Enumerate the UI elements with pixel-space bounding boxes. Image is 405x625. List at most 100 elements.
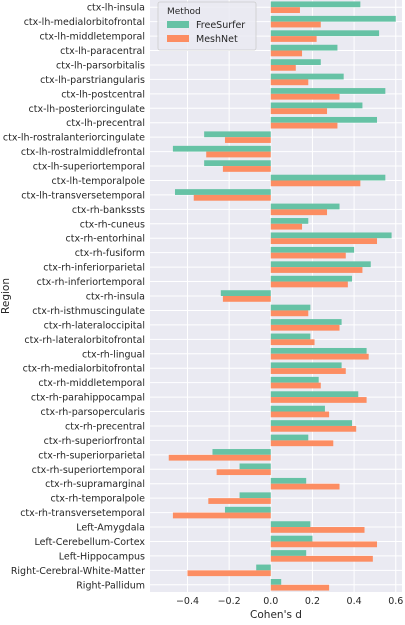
- bar-meshnet: [270, 238, 378, 245]
- bar-freesurfer: [270, 232, 392, 239]
- bar-meshnet: [270, 440, 334, 447]
- bar-freesurfer: [270, 347, 367, 354]
- bar-meshnet: [270, 50, 303, 57]
- bar-meshnet: [270, 108, 328, 115]
- bar-freesurfer: [270, 550, 307, 556]
- y-tick-label: ctx-lh-parsorbitalis: [56, 60, 145, 71]
- y-tick-label: ctx-rh-inferiorparietal: [43, 263, 145, 274]
- bar-freesurfer: [220, 290, 271, 296]
- bar-meshnet: [270, 79, 309, 86]
- y-tick-label: ctx-rh-cuneus: [80, 219, 145, 230]
- bar-meshnet: [270, 555, 373, 562]
- y-tick-label: ctx-rh-lateralorbitofrontal: [24, 335, 145, 346]
- bar-freesurfer: [270, 362, 342, 369]
- y-tick-label: ctx-lh-superiortemporal: [33, 162, 145, 173]
- bar-meshnet: [187, 570, 271, 577]
- bar-meshnet: [270, 425, 357, 432]
- bar-meshnet: [270, 382, 321, 389]
- bar-meshnet: [222, 296, 271, 302]
- bar-meshnet: [270, 541, 378, 548]
- bar-meshnet: [270, 64, 296, 71]
- bar-freesurfer: [270, 304, 311, 311]
- bar-meshnet: [193, 194, 271, 201]
- x-tick-label: −0.4: [176, 596, 199, 607]
- y-tick-label: ctx-lh-postcentral: [61, 89, 145, 100]
- bar-meshnet: [206, 151, 271, 158]
- bar-meshnet: [216, 469, 271, 476]
- x-tick-label: 0.6: [388, 596, 403, 607]
- y-tick-label: ctx-lh-middletemporal: [39, 32, 145, 43]
- y-tick-label: ctx-lh-paracentral: [60, 46, 145, 57]
- y-tick-label: ctx-rh-superiorfrontal: [44, 436, 145, 447]
- x-axis-label: Cohen's d: [250, 609, 302, 621]
- bar-freesurfer: [270, 579, 282, 585]
- bar-meshnet: [222, 166, 271, 172]
- y-tick-label: ctx-lh-precentral: [66, 118, 145, 129]
- bar-meshnet: [270, 411, 330, 418]
- bar-freesurfer: [270, 535, 313, 542]
- bar-freesurfer: [270, 275, 353, 282]
- y-tick-label: ctx-rh-isthmuscingulate: [32, 306, 145, 317]
- y-tick-label: ctx-rh-parahippocampal: [31, 393, 145, 404]
- bar-meshnet: [270, 209, 328, 216]
- bar-meshnet: [270, 527, 365, 533]
- y-tick-label: ctx-rh-superiorparietal: [38, 450, 145, 461]
- legend-label-meshnet: MeshNet: [196, 34, 238, 45]
- bar-meshnet: [270, 368, 346, 374]
- bar-freesurfer: [270, 88, 386, 94]
- bar-meshnet: [270, 353, 369, 360]
- bar-freesurfer: [270, 59, 321, 65]
- bar-meshnet: [270, 223, 303, 230]
- bar-freesurfer: [270, 420, 353, 426]
- bar-meshnet: [270, 93, 340, 100]
- y-tick-label: ctx-rh-transversetemporal: [20, 508, 145, 519]
- bar-meshnet: [270, 21, 321, 28]
- bar-freesurfer: [270, 30, 380, 37]
- x-tick-label: 0.0: [263, 596, 278, 607]
- bar-meshnet: [172, 512, 271, 519]
- bar-freesurfer: [270, 1, 361, 8]
- y-tick-label: ctx-lh-rostralanteriorcingulate: [3, 133, 145, 144]
- bar-freesurfer: [256, 564, 271, 571]
- bar-freesurfer: [270, 434, 309, 441]
- bar-freesurfer: [270, 319, 342, 325]
- y-tick-label: ctx-lh-posteriorcingulate: [29, 104, 146, 115]
- bar-freesurfer: [270, 174, 386, 181]
- y-tick-label: ctx-rh-insula: [86, 292, 145, 303]
- y-tick-label: Right-Pallidum: [76, 580, 145, 591]
- bar-freesurfer: [270, 477, 307, 484]
- y-tick-label: ctx-rh-middletemporal: [38, 378, 145, 389]
- legend-swatch-freesurfer: [167, 21, 189, 28]
- bar-freesurfer: [270, 102, 363, 109]
- y-tick-label: ctx-rh-precentral: [65, 421, 145, 432]
- bar-meshnet: [270, 281, 348, 288]
- y-tick-label: ctx-rh-lingual: [82, 349, 145, 360]
- bar-meshnet: [270, 180, 361, 187]
- y-tick-label: Left-Amygdala: [76, 523, 145, 534]
- y-axis-label: Region: [0, 278, 12, 314]
- legend-title: Method: [167, 7, 201, 17]
- bar-freesurfer: [239, 492, 271, 499]
- bar-freesurfer: [270, 15, 396, 22]
- y-tick-label: Left-Hippocampus: [59, 551, 145, 562]
- y-tick-label: ctx-rh-parsopercularis: [41, 407, 146, 418]
- bar-meshnet: [270, 122, 338, 129]
- bar-freesurfer: [270, 405, 325, 412]
- y-tick-label: Left-Cerebellum-Cortex: [34, 537, 145, 548]
- bar-meshnet: [224, 137, 271, 143]
- y-tick-label: ctx-rh-supramarginal: [45, 479, 145, 490]
- x-tick-label: 0.2: [305, 596, 320, 607]
- bar-freesurfer: [270, 376, 319, 383]
- bar-freesurfer: [270, 116, 378, 123]
- bar-freesurfer: [204, 131, 271, 138]
- bar-freesurfer: [270, 333, 311, 340]
- bar-meshnet: [270, 36, 317, 42]
- legend-swatch-meshnet: [167, 35, 189, 42]
- bar-freesurfer: [270, 44, 338, 51]
- bar-freesurfer: [270, 218, 309, 224]
- bar-freesurfer: [204, 160, 271, 167]
- y-tick-label: ctx-lh-temporalpole: [52, 176, 146, 187]
- bar-meshnet: [270, 483, 340, 490]
- bar-meshnet: [270, 324, 340, 331]
